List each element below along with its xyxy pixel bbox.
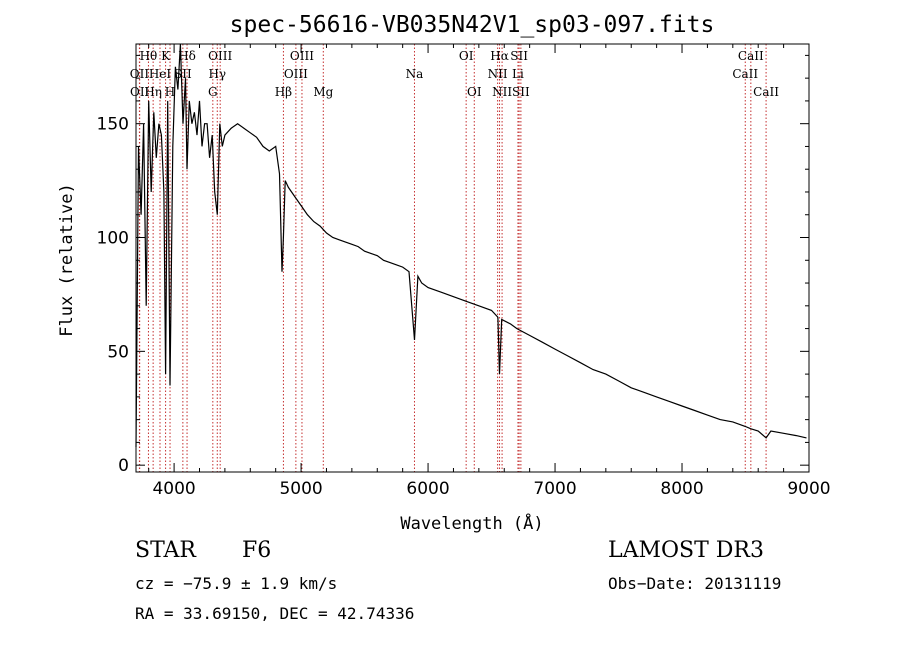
object-class: STAR <box>135 538 196 563</box>
x-axis-label: Wavelength (Å) <box>400 512 543 534</box>
y-tick-label-3: 150 <box>97 115 129 135</box>
line-label-25: CaII <box>738 49 764 63</box>
line-label-1: OII <box>130 67 150 81</box>
x-tick-label-2: 6000 <box>406 479 449 499</box>
line-label-3: Hη <box>144 85 162 99</box>
line-markers <box>138 44 767 472</box>
line-label-18: OI <box>467 85 482 99</box>
line-label-24: SII <box>512 85 530 99</box>
line-label-5: K <box>161 49 171 63</box>
obs-date: Obs−Date: 20131119 <box>608 574 782 593</box>
spectrum-line <box>135 43 807 448</box>
line-label-27: CaII <box>753 85 779 99</box>
line-label-12: Hβ <box>275 85 292 99</box>
line-label-6: H <box>165 85 175 99</box>
y-axis-label: Flux (relative) <box>57 183 77 337</box>
y-axis-ticks: 0 50 100 150 <box>97 54 809 476</box>
y-tick-label-0: 0 <box>118 456 129 476</box>
x-axis-ticks: 4000 5000 6000 7000 8000 9000 <box>148 44 831 499</box>
line-label-22: SII <box>510 49 528 63</box>
plot-frame <box>135 43 810 473</box>
line-label-23: Li <box>512 67 524 81</box>
line-label-0: Hθ <box>140 49 158 63</box>
ra-dec: RA = 33.69150, DEC = 42.74336 <box>135 604 415 623</box>
line-label-14: OIII <box>284 67 308 81</box>
line-label-8: Hδ <box>178 49 196 63</box>
spectrum-chart: spec-56616-VB035N42V1_sp03-097.fits 4000… <box>57 12 831 534</box>
x-tick-label-4: 8000 <box>660 479 703 499</box>
chart-title: spec-56616-VB035N42V1_sp03-097.fits <box>230 12 715 38</box>
line-label-11: G <box>208 85 218 99</box>
x-tick-label-1: 5000 <box>279 479 322 499</box>
line-label-13: OIII <box>290 49 314 63</box>
y-tick-label-1: 50 <box>107 342 129 362</box>
x-tick-label-0: 4000 <box>152 479 195 499</box>
x-tick-label-5: 9000 <box>787 479 830 499</box>
line-label-4: HeI <box>149 67 172 81</box>
y-tick-label-2: 100 <box>97 229 129 249</box>
line-label-10: Hγ <box>208 67 226 81</box>
x-tick-label-3: 7000 <box>533 479 576 499</box>
line-label-2: OII <box>130 85 150 99</box>
line-label-19: Hα <box>490 49 509 63</box>
object-subclass: F6 <box>242 538 272 563</box>
line-label-16: Na <box>406 67 424 81</box>
line-label-20: NII <box>488 67 508 81</box>
line-label-21: NII <box>492 85 512 99</box>
line-label-7: SII <box>174 67 192 81</box>
survey-name: LAMOST DR3 <box>608 538 764 563</box>
line-label-9: OIII <box>208 49 232 63</box>
line-label-17: OI <box>459 49 474 63</box>
line-label-15: Mg <box>313 85 333 99</box>
line-label-26: CaII <box>732 67 758 81</box>
redshift-cz: cz = −75.9 ± 1.9 km/s <box>135 574 338 593</box>
